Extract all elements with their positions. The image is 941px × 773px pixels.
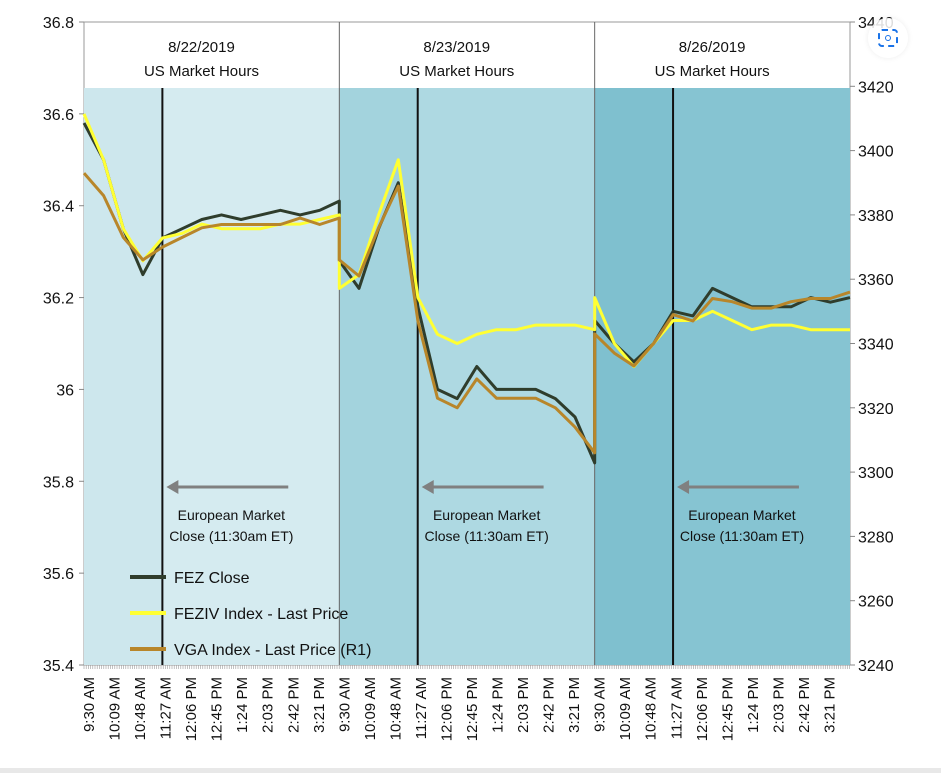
x-tick-label: 9:30 AM bbox=[336, 677, 353, 732]
y-right-tick-label: 3300 bbox=[858, 465, 894, 482]
y-right-tick-label: 3400 bbox=[858, 144, 894, 161]
legend-label: FEZ Close bbox=[174, 570, 250, 587]
x-tick-label: 12:06 PM bbox=[183, 677, 200, 741]
lens-search-button[interactable] bbox=[868, 18, 908, 58]
x-tick-label: 10:48 AM bbox=[132, 677, 149, 740]
y-right-tick-label: 3420 bbox=[858, 79, 894, 96]
x-tick-label: 10:09 AM bbox=[617, 677, 634, 740]
x-tick-label: 10:09 AM bbox=[362, 677, 379, 740]
x-tick-label: 12:45 PM bbox=[209, 677, 226, 741]
x-tick-label: 1:24 PM bbox=[745, 677, 762, 733]
x-tick-label: 12:06 PM bbox=[694, 677, 711, 741]
y-right-tick-label: 3320 bbox=[858, 401, 894, 418]
y-right-tick-label: 3380 bbox=[858, 208, 894, 225]
y-right-tick-label: 3260 bbox=[858, 594, 894, 611]
european-close-note: Close (11:30am ET) bbox=[169, 528, 293, 544]
series-line-vga-index-last-price-r1- bbox=[82, 172, 851, 455]
arrow-head-icon bbox=[166, 480, 179, 494]
day-band bbox=[673, 88, 850, 665]
day-date-label: 8/22/2019 bbox=[168, 39, 235, 56]
arrow-head-icon bbox=[677, 480, 690, 494]
day-subtitle-label: US Market Hours bbox=[655, 63, 770, 80]
y-right-tick-label: 3280 bbox=[858, 529, 894, 546]
european-close-note: European Market bbox=[688, 507, 796, 523]
legend-label: VGA Index - Last Price (R1) bbox=[174, 642, 371, 659]
x-tick-label: 3:21 PM bbox=[566, 677, 583, 733]
x-tick-label: 11:27 AM bbox=[158, 677, 175, 739]
day-subtitle-label: US Market Hours bbox=[144, 63, 259, 80]
x-tick-label: 9:30 AM bbox=[592, 677, 609, 732]
x-tick-label: 2:03 PM bbox=[515, 677, 532, 733]
european-close-note: Close (11:30am ET) bbox=[425, 528, 549, 544]
european-close-note: European Market bbox=[433, 507, 541, 523]
day-date-label: 8/26/2019 bbox=[679, 39, 746, 56]
y-left-tick-label: 36.6 bbox=[43, 107, 74, 124]
x-tick-label: 12:06 PM bbox=[438, 677, 455, 741]
y-right-tick-label: 3240 bbox=[858, 658, 894, 675]
x-tick-label: 2:03 PM bbox=[260, 677, 277, 733]
x-tick-label: 2:42 PM bbox=[796, 677, 813, 733]
x-tick-label: 1:24 PM bbox=[234, 677, 251, 733]
y-left-tick-label: 35.4 bbox=[43, 658, 74, 675]
day-band bbox=[417, 88, 595, 665]
day-subtitle-label: US Market Hours bbox=[399, 63, 514, 80]
x-tick-label: 1:24 PM bbox=[490, 677, 507, 733]
divider bbox=[0, 768, 941, 773]
y-right-tick-label: 3360 bbox=[858, 272, 894, 289]
y-left-tick-label: 36 bbox=[56, 382, 74, 399]
x-tick-label: 12:45 PM bbox=[719, 677, 736, 741]
x-tick-label: 10:09 AM bbox=[107, 677, 124, 740]
x-tick-label: 10:48 AM bbox=[387, 677, 404, 740]
x-tick-label: 11:27 AM bbox=[413, 677, 430, 739]
day-band-pre-close bbox=[339, 88, 418, 665]
day-band bbox=[162, 88, 340, 665]
day-band-pre-close bbox=[594, 88, 674, 665]
x-tick-label: 9:30 AM bbox=[81, 677, 98, 732]
x-tick-label: 2:42 PM bbox=[285, 677, 302, 733]
series-line-feziv-index-last-price bbox=[82, 113, 850, 368]
y-right-tick-label: 3340 bbox=[858, 337, 894, 354]
european-close-note: European Market bbox=[178, 507, 286, 523]
y-left-tick-label: 36.4 bbox=[43, 199, 74, 216]
y-left-tick-label: 35.8 bbox=[43, 474, 74, 491]
y-left-tick-label: 35.6 bbox=[43, 566, 74, 583]
x-tick-label: 3:21 PM bbox=[311, 677, 328, 733]
x-tick-label: 2:03 PM bbox=[770, 677, 787, 733]
y-left-tick-label: 36.2 bbox=[43, 291, 74, 308]
series-line-fez-close bbox=[82, 122, 851, 465]
x-tick-label: 2:42 PM bbox=[541, 677, 558, 733]
day-band-pre-close bbox=[84, 88, 163, 665]
arrow-head-icon bbox=[421, 480, 434, 494]
x-tick-label: 10:48 AM bbox=[643, 677, 660, 740]
y-left-tick-label: 36.8 bbox=[43, 15, 74, 32]
european-close-note: Close (11:30am ET) bbox=[680, 528, 804, 544]
x-tick-label: 12:45 PM bbox=[464, 677, 481, 741]
x-tick-label: 11:27 AM bbox=[668, 677, 685, 739]
x-tick-label: 3:21 PM bbox=[821, 677, 838, 733]
day-date-label: 8/23/2019 bbox=[423, 39, 490, 56]
lens-icon bbox=[878, 29, 898, 47]
legend-label: FEZIV Index - Last Price bbox=[174, 606, 348, 623]
